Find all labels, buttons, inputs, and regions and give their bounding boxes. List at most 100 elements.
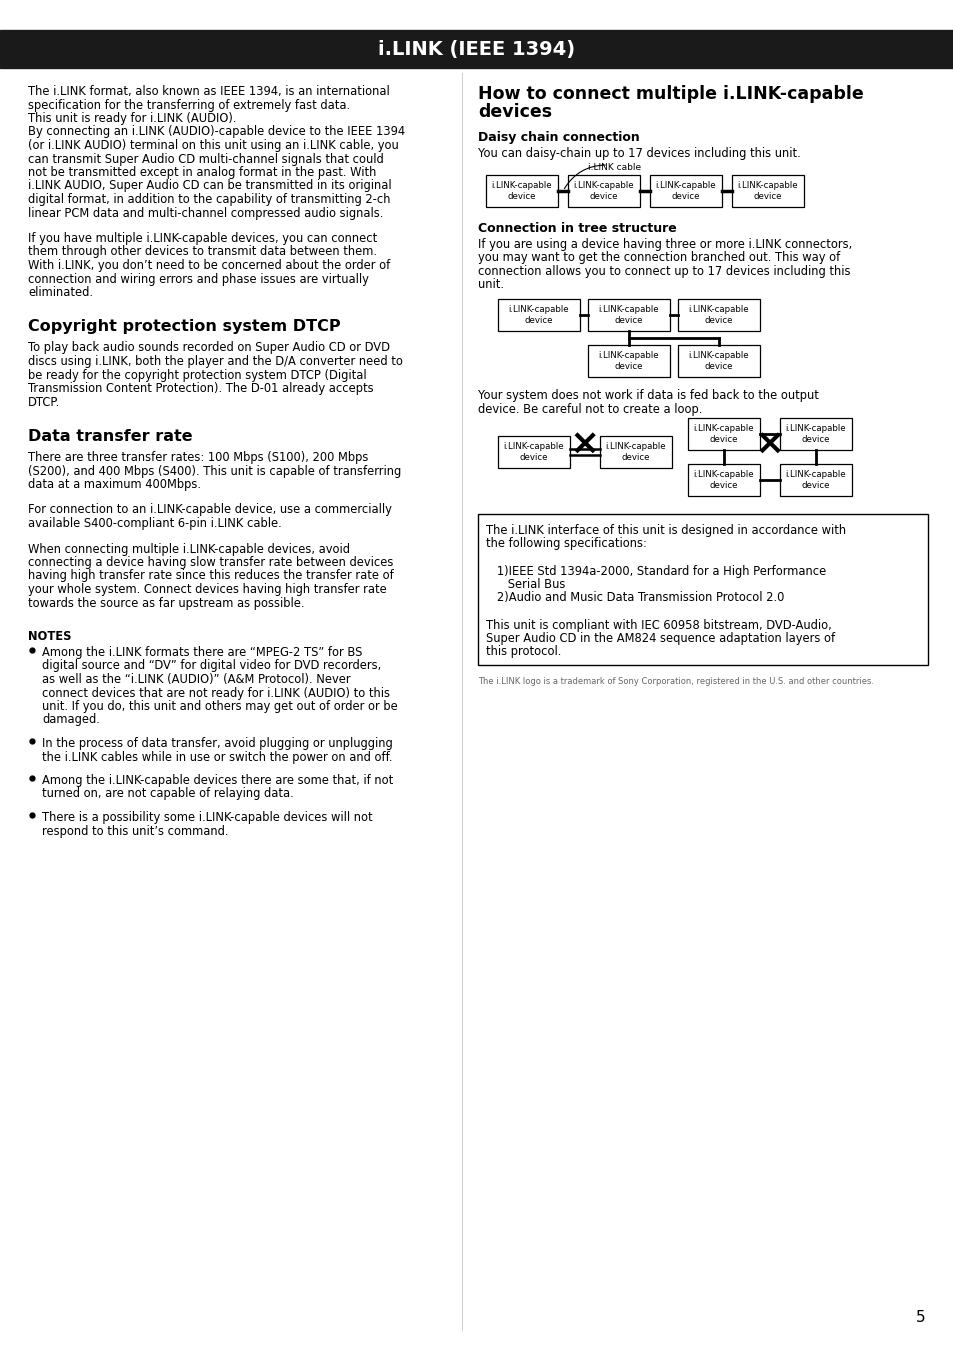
Text: This unit is ready for i.LINK (AUDIO).: This unit is ready for i.LINK (AUDIO). — [28, 112, 236, 125]
Bar — [477, 514, 927, 665]
Text: To play back audio sounds recorded on Super Audio CD or DVD: To play back audio sounds recorded on Su… — [28, 341, 390, 355]
Text: You can daisy-chain up to 17 devices including this unit.: You can daisy-chain up to 17 devices inc… — [477, 147, 800, 161]
Text: ×: × — [569, 428, 599, 461]
Text: Transmission Content Protection). The D-01 already accepts: Transmission Content Protection). The D-… — [28, 382, 374, 395]
Text: 5: 5 — [916, 1310, 925, 1325]
Text: the i.LINK cables while in use or switch the power on and off.: the i.LINK cables while in use or switch… — [42, 750, 392, 764]
Text: towards the source as far upstream as possible.: towards the source as far upstream as po… — [28, 596, 304, 610]
Text: The i.LINK format, also known as IEEE 1394, is an international: The i.LINK format, also known as IEEE 13… — [28, 85, 390, 98]
Text: 2)Audio and Music Data Transmission Protocol 2.0: 2)Audio and Music Data Transmission Prot… — [485, 591, 783, 604]
Text: not be transmitted except in analog format in the past. With: not be transmitted except in analog form… — [28, 166, 376, 179]
Text: discs using i.LINK, both the player and the D/A converter need to: discs using i.LINK, both the player and … — [28, 355, 402, 368]
Text: them through other devices to transmit data between them.: them through other devices to transmit d… — [28, 246, 376, 259]
Text: i.LINK (IEEE 1394): i.LINK (IEEE 1394) — [378, 39, 575, 58]
Text: unit. If you do, this unit and others may get out of order or be: unit. If you do, this unit and others ma… — [42, 700, 397, 714]
Text: How to connect multiple i.LINK-capable: How to connect multiple i.LINK-capable — [477, 85, 862, 103]
Text: specification for the transferring of extremely fast data.: specification for the transferring of ex… — [28, 98, 350, 112]
Text: The i.LINK logo is a trademark of Sony Corporation, registered in the U.S. and o: The i.LINK logo is a trademark of Sony C… — [477, 677, 873, 687]
Text: i.LINK-capable
device: i.LINK-capable device — [573, 181, 634, 201]
Text: linear PCM data and multi-channel compressed audio signals.: linear PCM data and multi-channel compre… — [28, 206, 383, 220]
Text: i.LINK AUDIO, Super Audio CD can be transmitted in its original: i.LINK AUDIO, Super Audio CD can be tran… — [28, 179, 392, 193]
Text: devices: devices — [477, 103, 552, 121]
Text: By connecting an i.LINK (AUDIO)-capable device to the IEEE 1394: By connecting an i.LINK (AUDIO)-capable … — [28, 125, 405, 139]
Text: connection allows you to connect up to 17 devices including this: connection allows you to connect up to 1… — [477, 264, 850, 278]
Text: turned on, are not capable of relaying data.: turned on, are not capable of relaying d… — [42, 788, 294, 800]
Text: There are three transfer rates: 100 Mbps (S100), 200 Mbps: There are three transfer rates: 100 Mbps… — [28, 451, 368, 464]
Text: i.LINK-capable
device: i.LINK-capable device — [598, 305, 659, 325]
Text: as well as the “i.LINK (AUDIO)” (A&M Protocol). Never: as well as the “i.LINK (AUDIO)” (A&M Pro… — [42, 673, 351, 687]
Bar — [687, 464, 760, 496]
Bar — [567, 175, 639, 206]
Text: i.LINK-capable
device: i.LINK-capable device — [503, 442, 564, 461]
Text: i.LINK-capable
device: i.LINK-capable device — [688, 351, 748, 371]
Text: Your system does not work if data is fed back to the output: Your system does not work if data is fed… — [477, 389, 818, 402]
Text: Super Audio CD in the AM824 sequence adaptation layers of: Super Audio CD in the AM824 sequence ada… — [485, 631, 834, 645]
Bar — [678, 345, 760, 376]
Text: There is a possibility some i.LINK-capable devices will not: There is a possibility some i.LINK-capab… — [42, 811, 373, 824]
Text: your whole system. Connect devices having high transfer rate: your whole system. Connect devices havin… — [28, 583, 386, 596]
Text: i.LINK-capable
device: i.LINK-capable device — [598, 351, 659, 371]
Bar — [485, 175, 558, 206]
Text: ×: × — [754, 428, 784, 461]
Text: For connection to an i.LINK-capable device, use a commercially: For connection to an i.LINK-capable devi… — [28, 503, 392, 517]
Text: connect devices that are not ready for i.LINK (AUDIO) to this: connect devices that are not ready for i… — [42, 687, 390, 700]
Text: (S200), and 400 Mbps (S400). This unit is capable of transferring: (S200), and 400 Mbps (S400). This unit i… — [28, 464, 401, 478]
Bar — [780, 464, 851, 496]
Bar — [497, 299, 579, 331]
Text: When connecting multiple i.LINK-capable devices, avoid: When connecting multiple i.LINK-capable … — [28, 542, 350, 556]
Text: respond to this unit’s command.: respond to this unit’s command. — [42, 824, 229, 838]
Text: The i.LINK interface of this unit is designed in accordance with: The i.LINK interface of this unit is des… — [485, 523, 845, 537]
Bar — [587, 299, 669, 331]
Text: i.LINK-capable
device: i.LINK-capable device — [508, 305, 569, 325]
Text: unit.: unit. — [477, 278, 503, 291]
Text: digital source and “DV” for digital video for DVD recorders,: digital source and “DV” for digital vide… — [42, 660, 381, 673]
Text: Serial Bus: Serial Bus — [485, 577, 565, 591]
Bar — [678, 299, 760, 331]
Text: this protocol.: this protocol. — [485, 646, 560, 658]
Bar — [587, 345, 669, 376]
Text: i.LINK-capable
device: i.LINK-capable device — [605, 442, 665, 461]
Text: This unit is compliant with IEC 60958 bitstream, DVD-Audio,: This unit is compliant with IEC 60958 bi… — [485, 618, 831, 631]
Text: i.LINK-capable
device: i.LINK-capable device — [693, 425, 754, 444]
Text: i.LINK-capable
device: i.LINK-capable device — [785, 425, 845, 444]
Text: Connection in tree structure: Connection in tree structure — [477, 223, 676, 235]
Text: i.LINK-capable
device: i.LINK-capable device — [655, 181, 716, 201]
Text: Daisy chain connection: Daisy chain connection — [477, 131, 639, 144]
Text: having high transfer rate since this reduces the transfer rate of: having high transfer rate since this red… — [28, 569, 394, 583]
Text: connection and wiring errors and phase issues are virtually: connection and wiring errors and phase i… — [28, 272, 369, 286]
Text: i.LINK-capable
device: i.LINK-capable device — [693, 471, 754, 490]
Text: i.LINK cable: i.LINK cable — [587, 163, 640, 173]
Text: the following specifications:: the following specifications: — [485, 537, 646, 550]
Text: With i.LINK, you don’t need to be concerned about the order of: With i.LINK, you don’t need to be concer… — [28, 259, 390, 272]
Text: be ready for the copyright protection system DTCP (Digital: be ready for the copyright protection sy… — [28, 368, 366, 382]
Text: DTCP.: DTCP. — [28, 395, 60, 409]
Text: i.LINK-capable
device: i.LINK-capable device — [785, 471, 845, 490]
Text: data at a maximum 400Mbps.: data at a maximum 400Mbps. — [28, 478, 201, 491]
Text: can transmit Super Audio CD multi-channel signals that could: can transmit Super Audio CD multi-channe… — [28, 152, 383, 166]
Bar — [649, 175, 721, 206]
Text: damaged.: damaged. — [42, 714, 100, 727]
Bar — [0, 30, 953, 67]
Text: digital format, in addition to the capability of transmitting 2-ch: digital format, in addition to the capab… — [28, 193, 390, 206]
Text: i.LINK-capable
device: i.LINK-capable device — [737, 181, 798, 201]
Text: If you have multiple i.LINK-capable devices, you can connect: If you have multiple i.LINK-capable devi… — [28, 232, 376, 246]
Text: device. Be careful not to create a loop.: device. Be careful not to create a loop. — [477, 402, 701, 415]
Text: Among the i.LINK-capable devices there are some that, if not: Among the i.LINK-capable devices there a… — [42, 774, 393, 786]
Text: you may want to get the connection branched out. This way of: you may want to get the connection branc… — [477, 251, 840, 264]
Text: If you are using a device having three or more i.LINK connectors,: If you are using a device having three o… — [477, 237, 851, 251]
Bar — [687, 418, 760, 451]
Text: connecting a device having slow transfer rate between devices: connecting a device having slow transfer… — [28, 556, 393, 569]
Text: 1)IEEE Std 1394a-2000, Standard for a High Performance: 1)IEEE Std 1394a-2000, Standard for a Hi… — [485, 564, 825, 577]
Bar — [497, 436, 569, 468]
Bar — [731, 175, 803, 206]
Text: Data transfer rate: Data transfer rate — [28, 429, 193, 444]
Bar — [780, 418, 851, 451]
Text: eliminated.: eliminated. — [28, 286, 92, 299]
Text: Copyright protection system DTCP: Copyright protection system DTCP — [28, 320, 340, 335]
Text: i.LINK-capable
device: i.LINK-capable device — [688, 305, 748, 325]
Text: NOTES: NOTES — [28, 630, 71, 643]
Text: (or i.LINK AUDIO) terminal on this unit using an i.LINK cable, you: (or i.LINK AUDIO) terminal on this unit … — [28, 139, 398, 152]
Text: i.LINK-capable
device: i.LINK-capable device — [491, 181, 552, 201]
Bar — [599, 436, 671, 468]
Text: Among the i.LINK formats there are “MPEG-2 TS” for BS: Among the i.LINK formats there are “MPEG… — [42, 646, 362, 660]
